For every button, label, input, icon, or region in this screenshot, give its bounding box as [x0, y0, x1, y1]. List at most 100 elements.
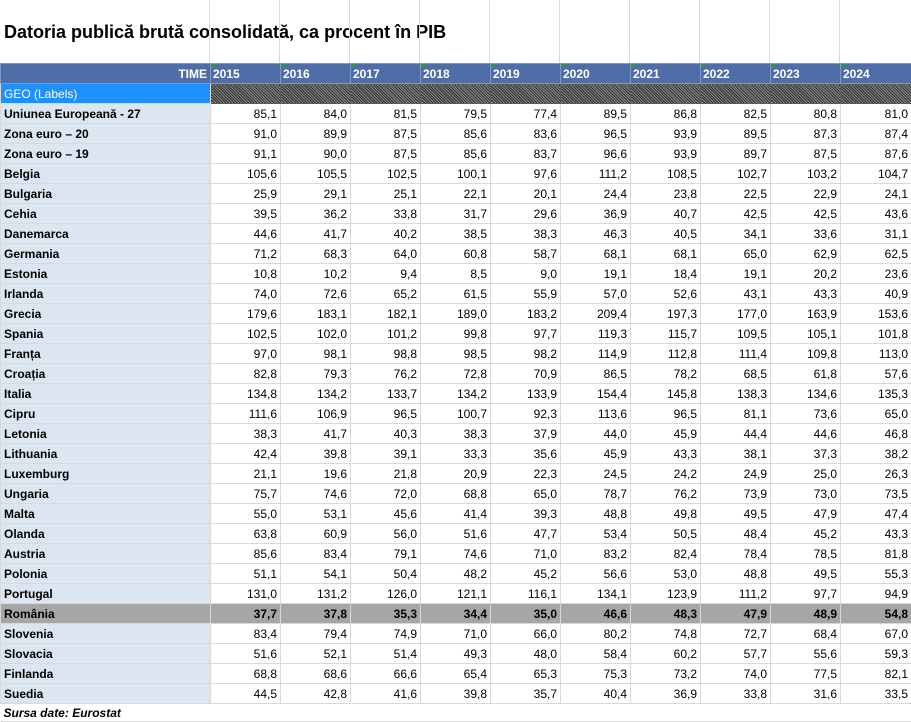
value-cell[interactable]: 66,6 [351, 664, 421, 684]
value-cell[interactable]: 61,8 [771, 364, 841, 384]
value-cell[interactable]: 81,5 [351, 104, 421, 124]
country-label-cell[interactable]: Spania [1, 324, 211, 344]
value-cell[interactable]: 26,3 [841, 464, 911, 484]
value-cell[interactable]: 68,6 [281, 664, 351, 684]
value-cell[interactable]: 78,7 [561, 484, 631, 504]
value-cell[interactable]: 101,2 [351, 324, 421, 344]
value-cell[interactable]: 197,3 [631, 304, 701, 324]
value-cell[interactable]: 97,7 [491, 324, 561, 344]
value-cell[interactable]: 121,1 [421, 584, 491, 604]
value-cell[interactable]: 100,7 [421, 404, 491, 424]
value-cell[interactable]: 89,9 [281, 124, 351, 144]
value-cell[interactable]: 48,4 [701, 524, 771, 544]
value-cell[interactable]: 82,1 [841, 664, 911, 684]
value-cell[interactable]: 96,6 [561, 144, 631, 164]
value-cell[interactable]: 10,2 [281, 264, 351, 284]
value-cell[interactable]: 131,2 [281, 584, 351, 604]
value-cell[interactable]: 24,1 [841, 184, 911, 204]
value-cell[interactable]: 85,6 [421, 124, 491, 144]
value-cell[interactable]: 113,6 [561, 404, 631, 424]
year-header[interactable]: 2016 [281, 64, 351, 84]
value-cell[interactable]: 163,9 [771, 304, 841, 324]
value-cell[interactable]: 83,4 [281, 544, 351, 564]
year-header[interactable]: 2021 [631, 64, 701, 84]
country-label-cell[interactable]: Franța [1, 344, 211, 364]
value-cell[interactable]: 43,3 [841, 524, 911, 544]
value-cell[interactable]: 44,6 [771, 424, 841, 444]
value-cell[interactable]: 31,1 [841, 224, 911, 244]
country-label-cell[interactable]: Portugal [1, 584, 211, 604]
value-cell[interactable]: 105,6 [211, 164, 281, 184]
value-cell[interactable]: 66,0 [491, 624, 561, 644]
value-cell[interactable]: 94,9 [841, 584, 911, 604]
value-cell[interactable]: 45,2 [771, 524, 841, 544]
value-cell[interactable]: 43,6 [841, 204, 911, 224]
value-cell[interactable]: 77,4 [491, 104, 561, 124]
value-cell[interactable]: 134,2 [281, 384, 351, 404]
value-cell[interactable]: 87,6 [841, 144, 911, 164]
value-cell[interactable]: 65,0 [841, 404, 911, 424]
value-cell[interactable]: 209,4 [561, 304, 631, 324]
value-cell[interactable]: 31,6 [771, 684, 841, 704]
value-cell[interactable]: 46,6 [561, 604, 631, 624]
value-cell[interactable]: 78,4 [701, 544, 771, 564]
value-cell[interactable]: 53,0 [631, 564, 701, 584]
value-cell[interactable]: 109,5 [701, 324, 771, 344]
value-cell[interactable]: 83,2 [561, 544, 631, 564]
value-cell[interactable]: 79,3 [281, 364, 351, 384]
value-cell[interactable]: 126,0 [351, 584, 421, 604]
value-cell[interactable]: 58,4 [561, 644, 631, 664]
value-cell[interactable]: 38,3 [211, 424, 281, 444]
value-cell[interactable]: 37,9 [491, 424, 561, 444]
value-cell[interactable]: 41,7 [281, 424, 351, 444]
country-label-cell[interactable]: Slovenia [1, 624, 211, 644]
value-cell[interactable]: 41,6 [351, 684, 421, 704]
value-cell[interactable]: 54,8 [841, 604, 911, 624]
value-cell[interactable]: 38,1 [701, 444, 771, 464]
value-cell[interactable]: 52,6 [631, 284, 701, 304]
value-cell[interactable]: 73,6 [771, 404, 841, 424]
country-label-cell[interactable]: Finlanda [1, 664, 211, 684]
country-label-cell[interactable]: Danemarca [1, 224, 211, 244]
value-cell[interactable]: 25,9 [211, 184, 281, 204]
country-label-cell[interactable]: Uniunea Europeană - 27 [1, 104, 211, 124]
value-cell[interactable]: 133,9 [491, 384, 561, 404]
value-cell[interactable]: 84,0 [281, 104, 351, 124]
value-cell[interactable]: 51,1 [211, 564, 281, 584]
value-cell[interactable]: 71,0 [491, 544, 561, 564]
value-cell[interactable]: 25,0 [771, 464, 841, 484]
value-cell[interactable]: 51,6 [211, 644, 281, 664]
value-cell[interactable]: 89,5 [701, 124, 771, 144]
value-cell[interactable]: 86,5 [561, 364, 631, 384]
value-cell[interactable]: 18,4 [631, 264, 701, 284]
value-cell[interactable]: 48,8 [701, 564, 771, 584]
value-cell[interactable]: 39,8 [421, 684, 491, 704]
value-cell[interactable]: 183,2 [491, 304, 561, 324]
value-cell[interactable]: 54,1 [281, 564, 351, 584]
value-cell[interactable]: 113,0 [841, 344, 911, 364]
value-cell[interactable]: 44,5 [211, 684, 281, 704]
value-cell[interactable]: 9,0 [491, 264, 561, 284]
value-cell[interactable]: 65,3 [491, 664, 561, 684]
value-cell[interactable]: 42,8 [281, 684, 351, 704]
value-cell[interactable]: 46,8 [841, 424, 911, 444]
value-cell[interactable]: 25,1 [351, 184, 421, 204]
country-label-cell[interactable]: România [1, 604, 211, 624]
value-cell[interactable]: 63,8 [211, 524, 281, 544]
value-cell[interactable]: 52,1 [281, 644, 351, 664]
value-cell[interactable]: 78,2 [631, 364, 701, 384]
year-header[interactable]: 2020 [561, 64, 631, 84]
value-cell[interactable]: 34,1 [701, 224, 771, 244]
country-label-cell[interactable]: Italia [1, 384, 211, 404]
value-cell[interactable]: 77,5 [771, 664, 841, 684]
value-cell[interactable]: 81,8 [841, 544, 911, 564]
value-cell[interactable]: 55,0 [211, 504, 281, 524]
value-cell[interactable]: 22,5 [701, 184, 771, 204]
value-cell[interactable]: 91,0 [211, 124, 281, 144]
value-cell[interactable]: 74,6 [421, 544, 491, 564]
value-cell[interactable]: 43,1 [701, 284, 771, 304]
value-cell[interactable]: 83,6 [491, 124, 561, 144]
value-cell[interactable]: 36,9 [561, 204, 631, 224]
value-cell[interactable]: 108,5 [631, 164, 701, 184]
value-cell[interactable]: 80,8 [771, 104, 841, 124]
